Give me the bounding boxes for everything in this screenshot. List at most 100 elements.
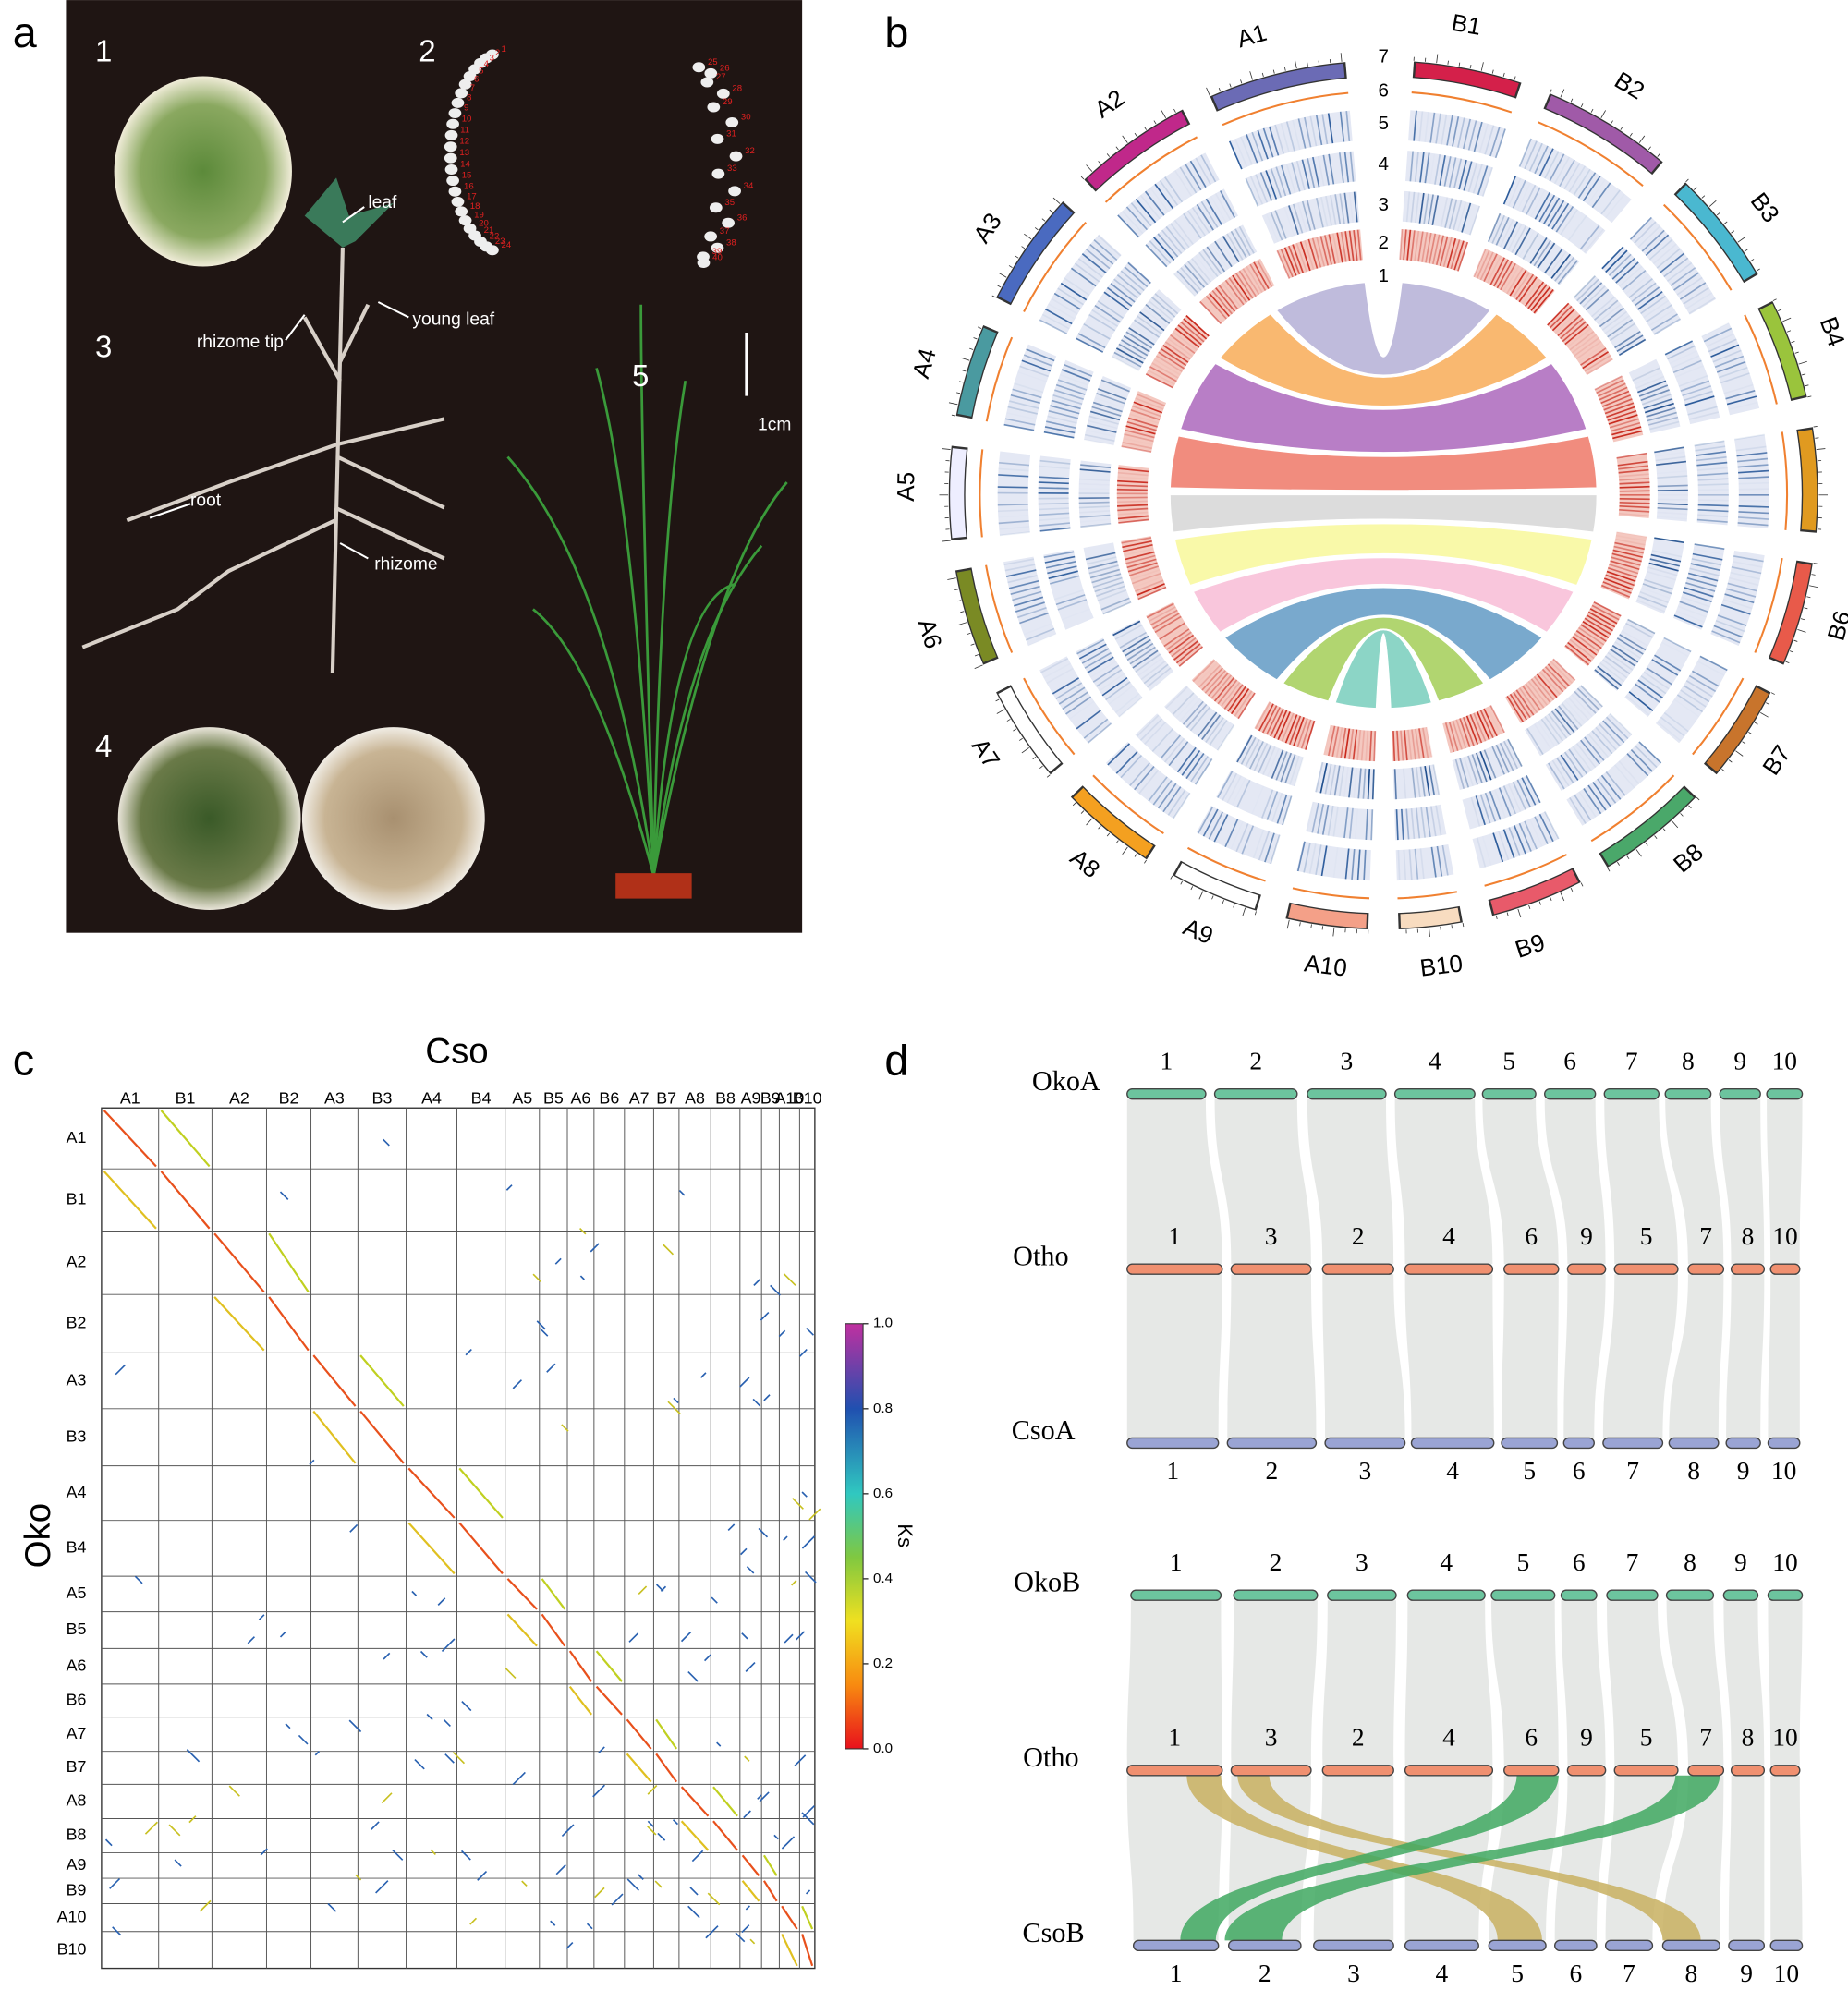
chromosome-label: B3 xyxy=(1745,188,1785,228)
scale-tick xyxy=(1307,62,1308,67)
paralog-segment xyxy=(707,1892,721,1906)
density-stripe xyxy=(1125,425,1156,435)
density-stripe xyxy=(1475,752,1488,783)
section-number: 3 xyxy=(95,330,112,364)
chromosome-number: 1 xyxy=(1166,1457,1179,1485)
scale-tick xyxy=(1272,69,1275,74)
chromosome-bar xyxy=(1488,1939,1547,1952)
density-stripe xyxy=(1739,483,1769,484)
density-stripe xyxy=(1575,340,1602,360)
density-stripe xyxy=(1515,689,1535,716)
density-stripe xyxy=(1637,679,1664,699)
density-stripe xyxy=(1423,193,1429,224)
density-stripe xyxy=(1601,394,1632,407)
density-stripe xyxy=(1642,583,1672,595)
density-stripe xyxy=(1406,229,1412,261)
scale-tick xyxy=(1688,805,1692,809)
density-stripe xyxy=(1280,752,1293,783)
density-stripe xyxy=(1526,728,1544,756)
density-stripe xyxy=(1343,807,1349,839)
density-stripe xyxy=(1647,566,1678,576)
density-stripe xyxy=(1567,641,1592,662)
track-band xyxy=(1196,806,1281,865)
paralog-segment xyxy=(414,1758,425,1770)
density-stripe xyxy=(1476,249,1490,279)
row-label: B6 xyxy=(67,1690,87,1708)
density-stripe xyxy=(1285,121,1295,152)
chromosome-bar xyxy=(1132,1939,1220,1952)
genome-label: Otho xyxy=(1013,1241,1068,1272)
density-stripe xyxy=(1191,207,1210,234)
scale-tick xyxy=(1620,126,1623,130)
density-stripe xyxy=(1262,705,1278,734)
density-stripe xyxy=(1463,161,1473,191)
scale-tick xyxy=(1134,853,1137,857)
spread-number: 38 xyxy=(726,237,736,248)
scale-tick xyxy=(956,392,961,394)
spread-number: 11 xyxy=(460,125,469,135)
density-stripe xyxy=(1441,114,1448,145)
row-label: B1 xyxy=(67,1190,87,1208)
density-stripe xyxy=(1150,609,1178,626)
density-stripe xyxy=(1086,556,1117,565)
density-stripe xyxy=(1273,710,1288,739)
density-stripe xyxy=(1257,129,1269,160)
density-stripe xyxy=(1444,722,1455,753)
density-stripe xyxy=(1463,716,1475,746)
density-stripe xyxy=(1663,257,1689,278)
density-stripe xyxy=(1507,177,1522,207)
density-stripe xyxy=(1230,230,1247,259)
density-stripe xyxy=(1425,807,1431,838)
density-stripe xyxy=(1045,560,1076,569)
synteny-ribbon xyxy=(1307,1098,1394,1265)
density-stripe xyxy=(1518,138,1532,167)
synteny-ribbon xyxy=(1554,1775,1606,1941)
density-stripe xyxy=(1168,741,1189,767)
density-stripe xyxy=(1253,261,1270,289)
density-stripe xyxy=(1126,420,1157,431)
colorbar-tick-label: 0.8 xyxy=(873,1401,893,1416)
scale-tick xyxy=(1332,927,1335,937)
paralog-segment xyxy=(590,1243,600,1253)
scale-tick xyxy=(1760,712,1769,718)
density-stripe xyxy=(1400,730,1404,761)
synteny-ribbon xyxy=(1768,1274,1800,1438)
scale-tick xyxy=(1750,259,1755,261)
density-stripe xyxy=(1178,646,1204,667)
density-stripe xyxy=(1349,151,1355,182)
density-stripe xyxy=(1738,516,1769,520)
density-stripe xyxy=(1550,710,1572,736)
density-stripe xyxy=(1723,383,1754,394)
gc-track xyxy=(1186,846,1266,882)
density-stripe xyxy=(1319,762,1328,794)
scale-tick xyxy=(960,357,970,361)
density-stripe xyxy=(1469,205,1481,236)
density-stripe xyxy=(1238,270,1257,297)
density-stripe xyxy=(1718,366,1748,379)
density-stripe xyxy=(1325,195,1332,226)
density-stripe xyxy=(1470,796,1481,827)
density-stripe xyxy=(1561,702,1583,727)
density-stripe xyxy=(1121,537,1152,544)
density-stripe xyxy=(1208,672,1229,697)
density-stripe xyxy=(1696,461,1728,467)
synteny-ribbon xyxy=(1404,1600,1493,1766)
density-stripe xyxy=(1257,260,1273,288)
density-stripe xyxy=(1730,571,1760,580)
track-band xyxy=(1043,549,1094,630)
density-stripe xyxy=(1356,849,1361,880)
chromosome-number: 5 xyxy=(1516,1548,1529,1576)
density-stripe xyxy=(1248,741,1264,770)
panel-label: d xyxy=(884,1037,908,1085)
density-stripe xyxy=(1041,313,1070,330)
density-stripe xyxy=(1395,809,1399,841)
scale-tick xyxy=(997,285,1002,288)
density-stripe xyxy=(1734,433,1765,441)
chromosome-label: A4 xyxy=(906,346,942,382)
chromosome-number: 7 xyxy=(1626,1457,1639,1485)
pot xyxy=(615,873,692,899)
density-stripe xyxy=(1567,215,1587,241)
density-stripe xyxy=(1563,751,1584,778)
scale-tick xyxy=(1680,813,1684,817)
chromosome-bar xyxy=(1554,1939,1598,1952)
